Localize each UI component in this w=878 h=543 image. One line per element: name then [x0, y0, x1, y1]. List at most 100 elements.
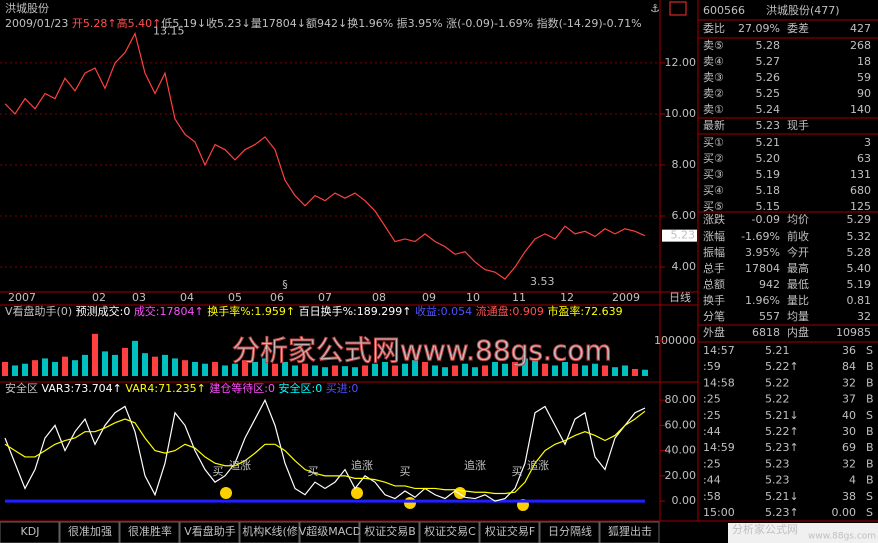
tab[interactable]: KDJ	[0, 521, 60, 543]
quote-cell: 680	[850, 184, 871, 197]
volume-bar	[212, 361, 218, 376]
tab[interactable]: 权证交易F	[479, 521, 540, 543]
tab-label[interactable]: 权证交易C	[424, 524, 476, 538]
annotation: 买	[400, 465, 411, 478]
volume-bar	[472, 367, 478, 376]
tab-bg[interactable]	[59, 521, 120, 543]
tab-label[interactable]: V看盘助手	[184, 524, 236, 538]
quote-cell: 5.19	[847, 278, 872, 291]
volume-bar	[462, 363, 468, 376]
lock-icon[interactable]: ⚓	[650, 2, 660, 15]
volume-bar	[362, 365, 368, 376]
tab[interactable]: 机构K线(修	[239, 521, 300, 543]
tab-label[interactable]: 狐狸出击	[608, 524, 652, 538]
volume-bar	[322, 367, 328, 376]
volume-bar	[42, 358, 48, 376]
volume-bar	[302, 363, 308, 376]
volume-bar	[532, 360, 538, 376]
tab-bg[interactable]	[599, 521, 660, 543]
tab-label[interactable]: 很准胜率	[128, 524, 172, 538]
quote-cell: 总额	[703, 277, 725, 291]
volume-bar	[582, 365, 588, 376]
x-tick-label: 09	[422, 291, 436, 304]
tab[interactable]: 很准胜率	[119, 521, 180, 543]
tab[interactable]: V看盘助手	[179, 521, 240, 543]
quote-cell: 59	[857, 71, 871, 84]
quote-cell: 均量	[787, 310, 809, 323]
icon-day[interactable]	[669, 1, 687, 16]
tick-volume: 32	[842, 376, 856, 389]
annotation: 买	[512, 465, 523, 478]
volume-bar	[22, 363, 28, 376]
annotation: 13.15	[153, 25, 185, 38]
quote-cell: 5.32	[847, 230, 872, 243]
tab-bg[interactable]	[359, 521, 420, 543]
volume-bar	[132, 340, 138, 376]
tab-bg[interactable]	[539, 521, 600, 543]
quote-cell: 分笔	[703, 309, 725, 323]
annotation: §	[282, 278, 288, 291]
current-price-box	[662, 229, 697, 242]
quote-cell: 振幅	[703, 245, 725, 259]
x-tick-label: 04	[180, 291, 194, 304]
tick-time: 14:58	[703, 376, 735, 389]
quote-cell: 5.19	[756, 168, 781, 181]
info-line: V看盘助手(0) 预测成交:0 成交:17804↑ 换手率%:1.959↑ 百日…	[5, 304, 623, 318]
tab-label[interactable]: 权证交易B	[364, 524, 416, 538]
info-item: 量17804↓	[251, 17, 306, 30]
info-line: 安全区 VAR3:73.704↑ VAR4:71.235↑ 建仓等待区:0 安全…	[5, 381, 358, 395]
info-item: 高5.40↑	[117, 16, 162, 30]
tab-label[interactable]: 日分隔线	[548, 524, 592, 538]
quote-cell: 3	[864, 136, 871, 149]
tick-side: S	[866, 409, 873, 422]
tick-side: B	[866, 376, 874, 389]
info-item: 低5.19↓	[161, 17, 206, 30]
x-tick-label: 05	[228, 291, 242, 304]
quote-cell: 90	[857, 87, 871, 100]
tab-bg[interactable]	[179, 521, 240, 543]
x-tick-label: 2007	[8, 291, 36, 304]
quote-cell: 买⑤	[703, 200, 724, 213]
tick-price: 5.21↓	[765, 409, 799, 422]
tab-label[interactable]: V超级MACD	[299, 524, 362, 538]
volume-bar	[122, 347, 128, 376]
data-line	[4, 31, 646, 280]
quote-cell: 268	[850, 39, 871, 52]
volume-bar	[602, 365, 608, 376]
quote-cell: -1.69%	[741, 230, 780, 243]
volume-bar	[642, 369, 648, 376]
volume-bar	[442, 367, 448, 376]
tab-bg[interactable]	[479, 521, 540, 543]
y-tick-label: 80.00	[665, 393, 697, 406]
quote-cell: 最低	[787, 278, 809, 291]
tab-label[interactable]: 机构K线(修	[242, 524, 298, 538]
tab-label[interactable]: 权证交易F	[485, 524, 535, 538]
tab-bg[interactable]	[0, 521, 60, 543]
tab[interactable]: 日分隔线	[539, 521, 600, 543]
tick-side: B	[866, 425, 874, 438]
quote-cell: 3.95%	[745, 246, 780, 259]
quote-cell: 0.81	[847, 294, 872, 307]
tab[interactable]: 权证交易B	[359, 521, 420, 543]
tick-side: B	[866, 393, 874, 406]
quote-cell: 5.23	[756, 119, 781, 132]
tab[interactable]: V超级MACD	[299, 521, 362, 543]
info-item: VAR3:73.704↑	[42, 382, 126, 395]
data-line	[4, 398, 646, 502]
info-item: 换1.96%	[347, 16, 393, 30]
quote-cell: 换手	[703, 293, 725, 307]
tab[interactable]: 权证交易C	[419, 521, 480, 543]
tab-label[interactable]: KDJ	[21, 525, 40, 538]
quote-cell: 委比	[703, 22, 725, 35]
tab-bg[interactable]	[419, 521, 480, 543]
volume-bar	[512, 361, 518, 376]
x-tick-label: 2009	[612, 291, 640, 304]
tab[interactable]: 狐狸出击	[599, 521, 660, 543]
tab-bg[interactable]	[239, 521, 300, 543]
tab-bg[interactable]	[299, 521, 360, 543]
tab-label[interactable]: 很准加强	[68, 524, 112, 538]
tab[interactable]: 很准加强	[59, 521, 120, 543]
y-tick-label: 4.00	[672, 260, 697, 273]
current-price: 5.23	[671, 229, 696, 242]
tab-bg[interactable]	[119, 521, 180, 543]
